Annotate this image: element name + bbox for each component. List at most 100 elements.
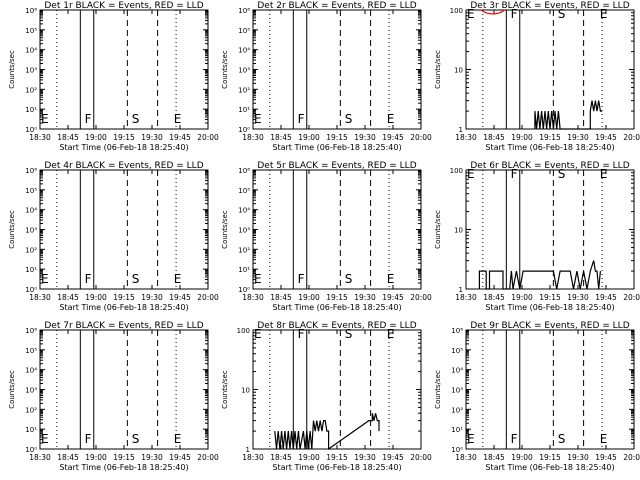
x-tick-label: 19:45 [382,133,404,142]
y-tick-label: 10⁴ [238,47,250,55]
x-tick-label: 19:45 [382,453,404,462]
x-tick-label: 19:00 [298,453,320,462]
panel-title: Det 9r BLACK = Events, RED = LLD [470,321,629,331]
phase-marker-label: E [174,272,182,286]
phase-marker-label: E [600,167,608,181]
data-series-line [274,413,380,451]
phase-marker-label: F [511,7,518,21]
phase-marker-label: F [298,112,305,126]
phase-marker-label: S [132,272,140,286]
x-tick-label: 20:00 [623,133,640,142]
phase-marker-label: F [298,327,305,341]
phase-marker-label: F [85,272,92,286]
y-tick-label: 10⁰ [451,446,463,454]
phase-marker-label: E [467,167,475,181]
x-tick-label: 19:30 [141,293,163,302]
data-series-line [534,100,603,130]
y-tick-label: 1 [246,446,250,454]
y-axis-label: Counts/sec [221,50,229,89]
x-tick-label: 19:30 [567,453,589,462]
y-tick-label: 10² [451,406,463,414]
y-tick-label: 10⁵ [238,27,250,35]
x-tick-label: 18:30 [29,293,51,302]
y-tick-label: 10⁴ [25,47,37,55]
detector-panel: Det 1r BLACK = Events, RED = LLD 18:30 18:… [8,1,219,152]
x-tick-label: 19:15 [326,293,348,302]
x-tick-label: 19:30 [567,293,589,302]
plot-frame [39,9,209,130]
x-tick-label: 19:00 [511,133,533,142]
detector-panel: Det 6r BLACK = Events, RED = LLD 18:30 18:… [434,161,640,312]
x-tick-label: 19:45 [595,453,617,462]
y-tick-label: 10⁰ [25,446,37,454]
y-axis-label: Counts/sec [221,370,229,409]
x-tick-label: 20:00 [623,293,640,302]
phase-marker-label: E [600,432,608,446]
plot-frame [465,9,635,130]
y-tick-label: 10⁶ [451,327,463,335]
x-tick-label: 19:15 [539,293,561,302]
x-tick-label: 18:45 [483,293,505,302]
phase-marker-label: E [467,7,475,21]
phase-marker-label: E [174,112,182,126]
y-tick-label: 10⁶ [25,167,37,175]
x-axis-label: Start Time (06-Feb-18 18:25:40) [59,463,188,472]
x-tick-label: 19:00 [85,133,107,142]
x-tick-label: 18:30 [455,453,477,462]
panel-title: Det 5r BLACK = Events, RED = LLD [257,161,416,171]
y-tick-label: 10⁴ [451,367,463,375]
phase-marker-label: S [132,432,140,446]
x-tick-label: 18:45 [270,293,292,302]
x-tick-label: 18:45 [483,133,505,142]
x-axis-label: Start Time (06-Feb-18 18:25:40) [272,303,401,312]
x-tick-label: 18:45 [57,453,79,462]
x-tick-label: 19:45 [595,133,617,142]
phase-marker-label: E [387,112,395,126]
y-tick-label: 10 [454,67,463,75]
x-tick-label: 19:15 [326,453,348,462]
panel-title: Det 3r BLACK = Events, RED = LLD [470,1,629,11]
phase-marker-label: S [558,432,566,446]
y-tick-label: 10¹ [25,426,37,434]
y-tick-label: 10⁰ [238,126,250,134]
x-tick-label: 20:00 [197,293,219,302]
y-tick-label: 10³ [25,387,37,395]
x-tick-label: 19:00 [511,453,533,462]
phase-marker-label: S [345,112,353,126]
x-tick-label: 19:45 [169,293,191,302]
phase-marker-label: F [511,432,518,446]
phase-marker-label: F [511,167,518,181]
phase-marker-label: S [132,112,140,126]
detector-panel: Det 7r BLACK = Events, RED = LLD 18:30 18:… [8,321,219,472]
detector-panel: Det 8r BLACK = Events, RED = LLD 18:30 18:… [221,321,432,472]
y-tick-label: 10⁰ [238,286,250,294]
plot-frame [465,329,635,450]
x-axis-label: Start Time (06-Feb-18 18:25:40) [485,143,614,152]
phase-marker-label: E [387,327,395,341]
y-tick-label: 10² [25,246,37,254]
y-tick-label: 10² [238,246,250,254]
x-tick-label: 19:00 [85,293,107,302]
y-tick-label: 10¹ [238,266,250,274]
x-tick-label: 19:00 [511,293,533,302]
x-tick-label: 19:15 [326,133,348,142]
x-tick-label: 20:00 [197,133,219,142]
y-tick-label: 10⁵ [25,187,37,195]
y-tick-label: 10³ [238,227,250,235]
phase-marker-label: E [254,112,262,126]
y-tick-label: 10¹ [238,106,250,114]
y-tick-label: 10³ [25,227,37,235]
y-tick-label: 10⁶ [238,7,250,15]
y-axis-label: Counts/sec [8,370,16,409]
y-tick-label: 100 [237,327,250,335]
x-tick-label: 20:00 [410,133,432,142]
y-axis-label: Counts/sec [8,210,16,249]
y-tick-label: 10⁰ [25,126,37,134]
x-tick-label: 19:45 [595,293,617,302]
panel-title: Det 8r BLACK = Events, RED = LLD [257,321,416,331]
y-tick-label: 10³ [238,67,250,75]
phase-marker-label: S [558,7,566,21]
x-tick-label: 18:45 [270,453,292,462]
x-tick-label: 19:30 [141,453,163,462]
x-tick-label: 19:30 [141,133,163,142]
